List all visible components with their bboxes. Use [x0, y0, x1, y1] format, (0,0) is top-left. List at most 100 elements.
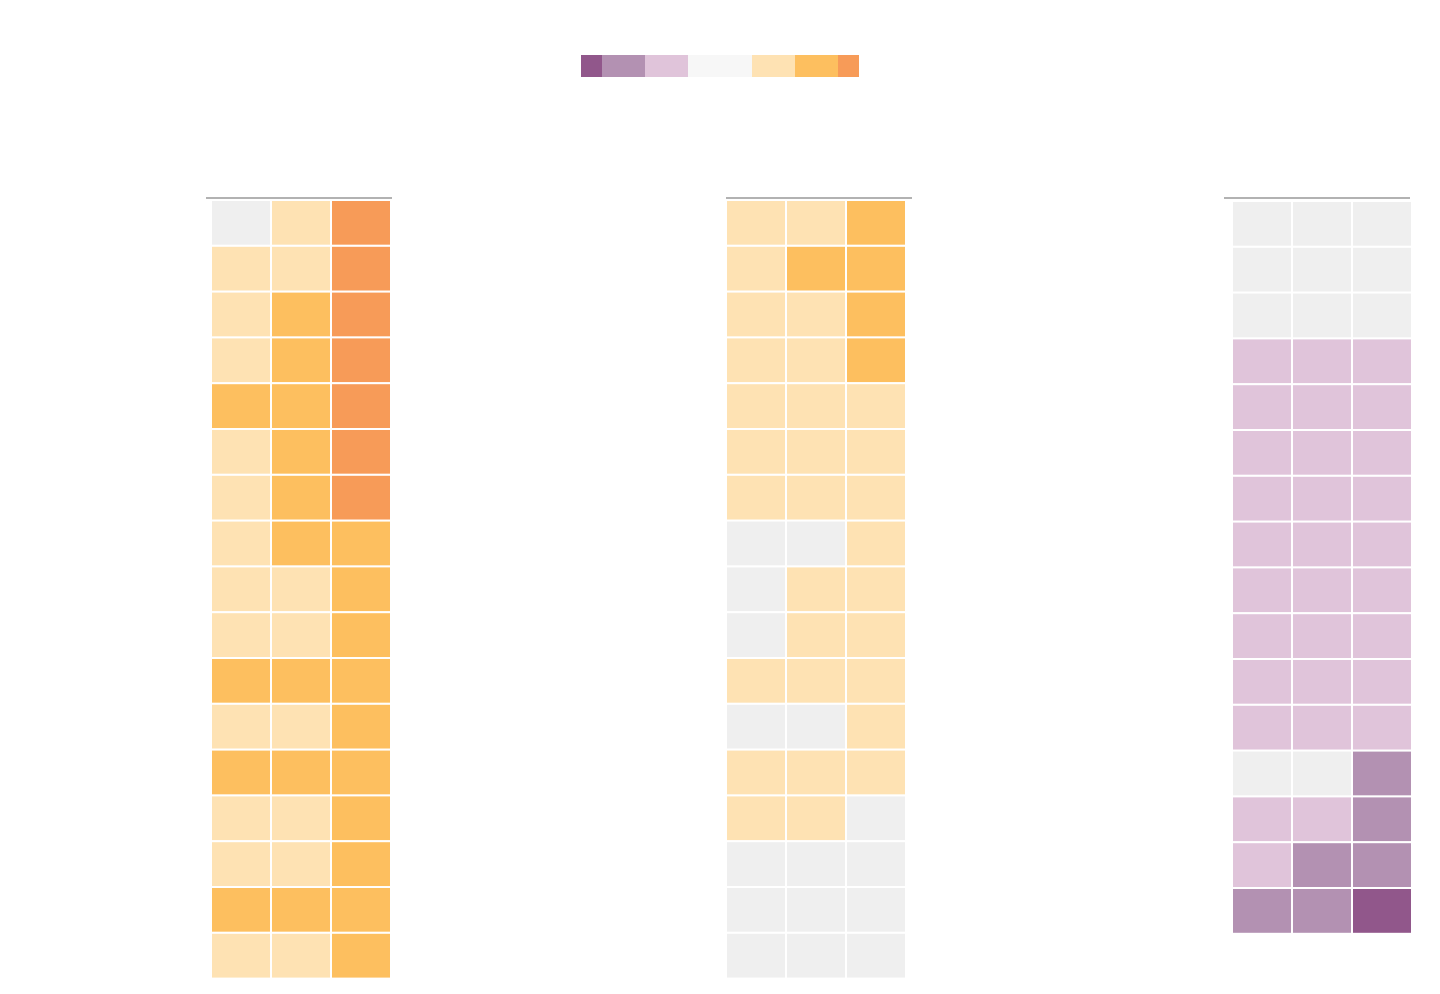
- heatmap-cell: [210, 931, 272, 980]
- heatmap-cell: [270, 840, 332, 889]
- heatmap-cell: [845, 794, 907, 843]
- heatmap-cell: [725, 290, 787, 339]
- heatmap-cell: [1291, 795, 1353, 844]
- heatmap-cell: [785, 794, 847, 843]
- heatmap-cell: [1291, 245, 1353, 294]
- heatmap-cell: [270, 336, 332, 385]
- heatmap-cell: [1291, 520, 1353, 569]
- heatmap-cell: [845, 931, 907, 980]
- heatmap-cell: [270, 519, 332, 568]
- heatmap-cell: [1231, 429, 1293, 477]
- heatmap-cell: [1231, 200, 1293, 248]
- heatmap-cell: [1351, 429, 1413, 477]
- heatmap-cell: [725, 702, 787, 751]
- heatmap-cell: [785, 886, 847, 934]
- heatmap-cell: [330, 702, 392, 751]
- heatmap-cell: [725, 199, 787, 247]
- heatmap-cell: [785, 931, 847, 980]
- heatmap-cell: [330, 382, 392, 431]
- heatmap-cell: [1351, 291, 1413, 340]
- legend-swatch: [602, 55, 645, 77]
- heatmap-cell: [270, 657, 332, 705]
- heatmap-cell: [785, 519, 847, 568]
- heatmap-cell: [270, 794, 332, 843]
- heatmap-cell: [210, 519, 272, 568]
- heatmap-cell: [785, 840, 847, 889]
- heatmap-cell: [210, 702, 272, 751]
- heatmap-cell: [1351, 245, 1413, 294]
- heatmap-cell: [270, 702, 332, 751]
- heatmap-cell: [725, 794, 787, 843]
- heatmap-cell: [1231, 245, 1293, 294]
- heatmap-cell: [725, 565, 787, 614]
- heatmap-cell: [330, 199, 392, 247]
- heatmap-cell: [1291, 887, 1353, 935]
- heatmap-cell: [785, 748, 847, 797]
- heatmap-cell: [785, 336, 847, 385]
- heatmap-cell: [330, 519, 392, 568]
- heatmap-cell: [785, 473, 847, 522]
- heatmap-cell: [1231, 841, 1293, 890]
- heatmap-cell: [1231, 887, 1293, 935]
- heatmap-cell: [1351, 383, 1413, 432]
- heatmap-cell: [270, 886, 332, 934]
- heatmap-cell: [270, 199, 332, 247]
- heatmap-cell: [1231, 749, 1293, 798]
- heatmap-cell: [330, 428, 392, 476]
- heatmap-cell: [330, 565, 392, 614]
- heatmap-cell: [1291, 749, 1353, 798]
- heatmap-cell: [845, 657, 907, 705]
- heatmap-cell: [210, 840, 272, 889]
- heatmap-cell: [845, 886, 907, 934]
- legend-swatch: [752, 55, 795, 77]
- heatmap-cell: [1351, 703, 1413, 752]
- heatmap-cell: [725, 519, 787, 568]
- heatmap-cell: [725, 473, 787, 522]
- heatmap-cell: [725, 840, 787, 889]
- heatmap-cell: [845, 748, 907, 797]
- heatmap-cell: [845, 428, 907, 476]
- heatmap-cell: [785, 244, 847, 293]
- heatmap-cell: [210, 794, 272, 843]
- heatmap-cell: [845, 519, 907, 568]
- heatmap-cell: [845, 336, 907, 385]
- heatmap-cell: [1351, 841, 1413, 890]
- heatmap-cell: [270, 565, 332, 614]
- heatmap-cell: [1351, 337, 1413, 386]
- heatmap-cell: [1351, 887, 1413, 935]
- heatmap-cell: [725, 611, 787, 660]
- heatmap-cell: [330, 931, 392, 980]
- heatmap-cell: [210, 382, 272, 431]
- heatmap-cell: [270, 473, 332, 522]
- heatmap-cell: [270, 290, 332, 339]
- heatmap-cell: [1291, 291, 1353, 340]
- heatmap-cell: [1231, 474, 1293, 523]
- heatmap-cell: [1291, 383, 1353, 432]
- heatmap-cell: [1231, 291, 1293, 340]
- heatmap-cell: [785, 565, 847, 614]
- heatmap-cell: [210, 428, 272, 476]
- heatmap-cell: [1351, 474, 1413, 523]
- heatmap-cell: [1231, 383, 1293, 432]
- heatmap-cell: [330, 336, 392, 385]
- heatmap-cell: [270, 428, 332, 476]
- heatmap-cell: [1291, 658, 1353, 706]
- heatmap-cell: [210, 886, 272, 934]
- heatmap-cell: [1291, 429, 1353, 477]
- heatmap-cell: [330, 290, 392, 339]
- heatmap-cell: [270, 931, 332, 980]
- heatmap-cell: [1291, 200, 1353, 248]
- heatmap-cell: [210, 748, 272, 797]
- heatmap-cell: [1291, 337, 1353, 386]
- heatmap-cell: [270, 748, 332, 797]
- heatmap-cell: [210, 199, 272, 247]
- legend-swatch: [838, 55, 859, 77]
- heatmap-cell: [270, 244, 332, 293]
- heatmap-cell: [845, 611, 907, 660]
- heatmap-cell: [845, 290, 907, 339]
- heatmap-cell: [330, 473, 392, 522]
- heatmap-cell: [210, 290, 272, 339]
- heatmap-cell: [1231, 612, 1293, 661]
- heatmap-cell: [725, 382, 787, 431]
